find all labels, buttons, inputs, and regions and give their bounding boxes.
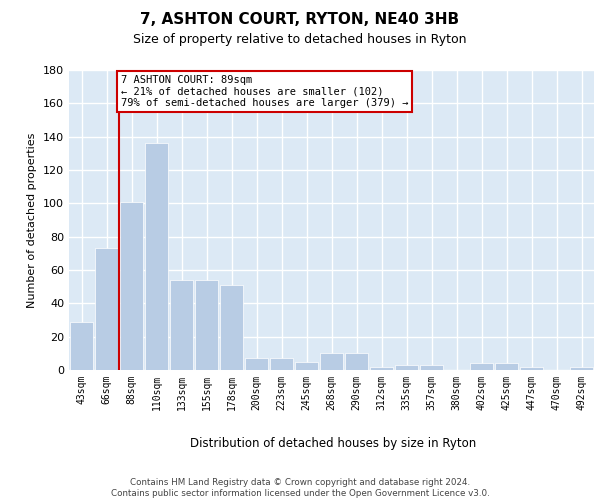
Bar [145,144,168,370]
Text: Contains HM Land Registry data © Crown copyright and database right 2024.
Contai: Contains HM Land Registry data © Crown c… [110,478,490,498]
Bar [195,280,218,370]
Bar [420,365,443,370]
Bar [320,354,343,370]
Bar [495,364,518,370]
Bar [520,366,543,370]
Bar [120,202,143,370]
Bar [70,322,93,370]
Text: Size of property relative to detached houses in Ryton: Size of property relative to detached ho… [133,32,467,46]
Bar [295,362,318,370]
Bar [245,358,268,370]
Bar [220,285,243,370]
Bar [270,358,293,370]
Text: 7 ASHTON COURT: 89sqm
← 21% of detached houses are smaller (102)
79% of semi-det: 7 ASHTON COURT: 89sqm ← 21% of detached … [121,75,409,108]
Bar [170,280,193,370]
Bar [470,364,493,370]
Bar [570,366,593,370]
Y-axis label: Number of detached properties: Number of detached properties [28,132,37,308]
Bar [395,365,418,370]
Bar [345,354,368,370]
Bar [95,248,118,370]
Text: Distribution of detached houses by size in Ryton: Distribution of detached houses by size … [190,438,476,450]
Bar [370,366,393,370]
Text: 7, ASHTON COURT, RYTON, NE40 3HB: 7, ASHTON COURT, RYTON, NE40 3HB [140,12,460,28]
